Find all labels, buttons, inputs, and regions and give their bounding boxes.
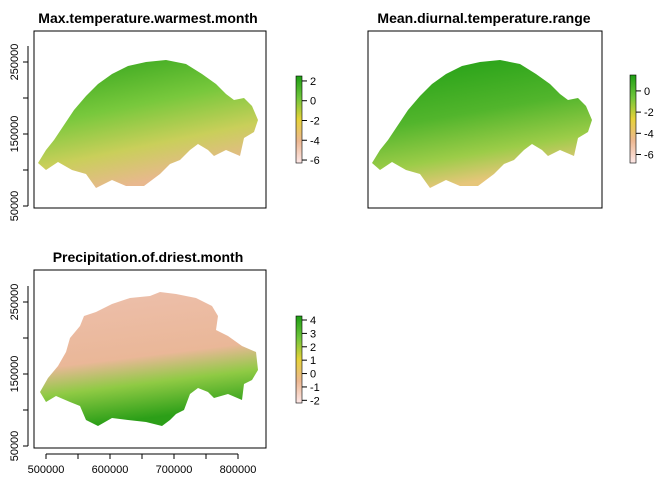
legend-tick-label: -6 <box>644 150 654 162</box>
legend: 0 -2 -4 -6 <box>629 74 654 164</box>
legend: 2 0 -2 -4 -6 <box>295 75 320 167</box>
map-region <box>38 60 258 188</box>
legend-tick-label: -4 <box>310 135 320 147</box>
x-tick-label: 500000 <box>28 464 65 476</box>
x-axis <box>45 453 239 459</box>
legend-tick-label: 0 <box>644 86 650 98</box>
plot-frame <box>33 269 267 449</box>
plot-frame <box>367 30 603 209</box>
legend-tick-label: 4 <box>310 315 316 327</box>
legend-tick-label: -1 <box>310 382 320 394</box>
x-tick-label: 700000 <box>156 464 193 476</box>
panel-title: Precipitation.of.driest.month <box>53 249 244 265</box>
legend-tick-label: 0 <box>310 96 316 108</box>
y-axis <box>23 286 29 447</box>
panel-mean-diurnal: Mean.diurnal.temperature.range 0 -2 -4 -6 <box>367 10 654 209</box>
y-tick-label: 150000 <box>9 356 21 393</box>
panel-precipitation: Precipitation.of.driest.month 50000 1500… <box>9 249 320 476</box>
legend-tick-label: -6 <box>310 155 320 167</box>
legend-tick-label: 3 <box>310 328 316 340</box>
legend-tick-label: -2 <box>310 115 320 127</box>
panel-title: Mean.diurnal.temperature.range <box>377 10 590 26</box>
legend-tick-label: -2 <box>310 395 320 407</box>
y-tick-label: 50000 <box>9 431 21 462</box>
legend-tick-label: 2 <box>310 342 316 354</box>
y-axis <box>23 46 29 207</box>
y-tick-label: 250000 <box>9 44 21 81</box>
y-tick-label: 150000 <box>9 116 21 153</box>
legend-tick-label: 0 <box>310 369 316 381</box>
legend-tick-label: -2 <box>644 107 654 119</box>
x-tick-label: 600000 <box>92 464 129 476</box>
legend-tick-label: -4 <box>644 128 654 140</box>
legend-colorbar <box>295 75 303 164</box>
y-tick-label: 50000 <box>9 191 21 222</box>
plot-frame <box>33 30 267 209</box>
legend: 43 21 0-1-2 <box>295 315 320 407</box>
legend-colorbar <box>629 74 637 164</box>
legend-tick-label: 2 <box>310 76 316 88</box>
panel-title: Max.temperature.warmest.month <box>38 10 257 26</box>
map-region <box>40 292 258 426</box>
legend-tick-label: 1 <box>310 355 316 367</box>
map-region <box>372 60 592 188</box>
legend-colorbar <box>295 315 303 404</box>
y-tick-label: 250000 <box>9 284 21 321</box>
x-tick-label: 800000 <box>220 464 257 476</box>
panel-max-temperature: Max.temperature.warmest.month 50000 1500… <box>9 10 320 221</box>
